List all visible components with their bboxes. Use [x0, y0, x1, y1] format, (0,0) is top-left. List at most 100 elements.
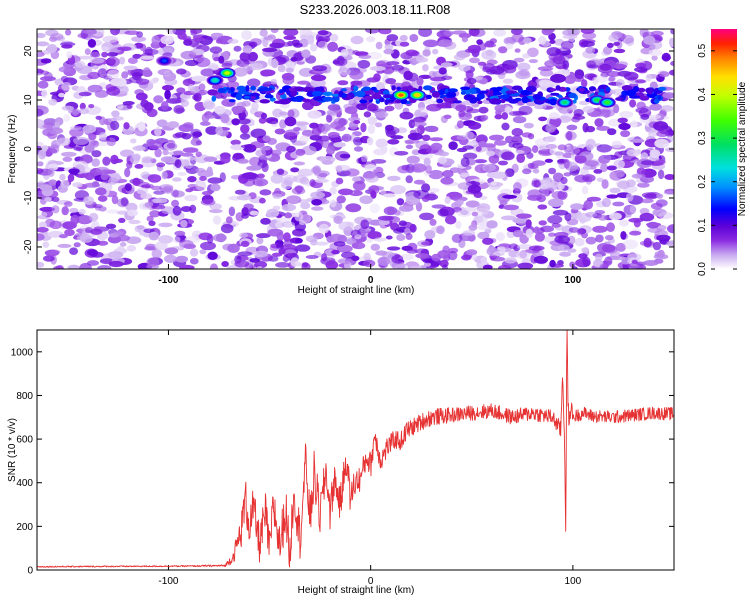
heatmap-cell [563, 172, 572, 177]
heatmap-cell [436, 225, 445, 235]
heatmap-cell [629, 205, 636, 214]
heatmap-cell [234, 189, 246, 195]
heatmap-cell [485, 49, 494, 57]
heatmap-cell [340, 49, 349, 57]
heatmap-cell [314, 178, 329, 183]
heatmap-cell [151, 185, 162, 191]
heatmap-cell [190, 29, 203, 34]
heatmap-cell [341, 251, 356, 259]
heatmap-cell [667, 224, 674, 234]
heatmap-cell [559, 251, 571, 257]
heatmap-cell [106, 86, 121, 96]
colorbar-tick-label: 0.0 [697, 262, 708, 276]
heatmap-cell [331, 249, 340, 255]
heatmap-cell [580, 40, 595, 48]
heatmap-cell [413, 179, 426, 185]
heatmap-cell [189, 204, 197, 214]
heatmap-cell [640, 152, 649, 161]
heatmap-cell [241, 30, 252, 40]
heatmap-cell [151, 35, 160, 45]
heatmap-cell [171, 199, 180, 208]
heatmap-cell [494, 140, 507, 146]
heatmap-cell [552, 172, 564, 182]
heatmap-cell [370, 190, 377, 199]
heatmap-cell [353, 120, 361, 124]
heatmap-cell [195, 57, 211, 68]
heatmap-cell [40, 58, 52, 64]
heatmap-cell [100, 172, 109, 181]
heatmap-cell [321, 160, 334, 165]
heatmap-cell [198, 232, 213, 241]
heatmap-cell [604, 235, 614, 241]
heatmap-cell [195, 180, 207, 191]
heatmap-cell [310, 78, 326, 88]
heatmap-cell [511, 128, 523, 137]
heatmap-cell [220, 223, 234, 234]
heatmap-cell [128, 219, 141, 225]
heatmap-cell [512, 229, 524, 238]
heatmap-cell [164, 89, 171, 100]
heatmap-cell [428, 187, 440, 193]
heatmap-cell [478, 141, 487, 148]
heatmap-cell [270, 149, 282, 156]
heatmap-cell [398, 220, 407, 226]
heatmap-cell [360, 219, 370, 230]
heatmap-cell [640, 113, 650, 120]
heatmap-cell [629, 230, 642, 236]
heatmap-cell [564, 145, 580, 155]
heatmap-cell [440, 177, 454, 185]
snr-background [37, 330, 674, 570]
heatmap-cell [151, 204, 166, 210]
heatmap-cell [369, 66, 386, 71]
heatmap-cell [489, 134, 504, 141]
heatmap-cell [310, 74, 327, 82]
heatmap-cell [397, 165, 411, 174]
heatmap-cell [566, 130, 573, 141]
heatmap-cell [437, 156, 448, 164]
heatmap-line-cell [362, 86, 372, 92]
heatmap-cell [199, 176, 207, 181]
heatmap-cell [79, 234, 93, 243]
heatmap-cell [84, 48, 91, 55]
heatmap-cell [182, 147, 199, 153]
heatmap-cell [256, 173, 265, 179]
heatmap-cell [175, 255, 189, 263]
heatmap-cell [456, 120, 465, 129]
heatmap-cell [504, 106, 513, 113]
heatmap-cell [334, 164, 351, 172]
heatmap-cell [290, 257, 300, 267]
heatmap-cell [203, 101, 216, 110]
heatmap-line-cell [382, 94, 392, 99]
heatmap-cell [37, 90, 42, 97]
heatmap-line-cell [269, 97, 276, 102]
heatmap-cell [234, 260, 250, 268]
heatmap-cell [393, 209, 401, 216]
heatmap-cell [143, 48, 159, 56]
heatmap-peak [594, 98, 600, 102]
heatmap-line-cell [281, 95, 287, 100]
heatmap-cell [422, 39, 439, 48]
heatmap-cell [239, 52, 251, 62]
heatmap-cell [569, 261, 576, 268]
heatmap-cell [596, 144, 612, 153]
heatmap-cell [98, 195, 108, 202]
heatmap-cell [333, 117, 349, 127]
heatmap-cell [68, 168, 80, 174]
heatmap-cell [152, 198, 168, 204]
heatmap-cell [562, 30, 569, 36]
heatmap-line-cell [628, 95, 641, 99]
heatmap-cell [73, 242, 81, 248]
heatmap-cell [281, 203, 297, 212]
heatmap-cell [294, 121, 309, 126]
heatmap-cell [60, 180, 70, 189]
heatmap-cell [396, 127, 408, 134]
heatmap-cell [219, 172, 226, 183]
heatmap-cell [310, 43, 318, 52]
heatmap-cell [428, 169, 444, 180]
heatmap-cell [474, 159, 487, 164]
heatmap-cell [310, 191, 325, 199]
heatmap-cell [370, 159, 387, 164]
heatmap-cell [365, 29, 381, 34]
heatmap-cell [200, 68, 215, 77]
heatmap-cell [642, 31, 655, 37]
